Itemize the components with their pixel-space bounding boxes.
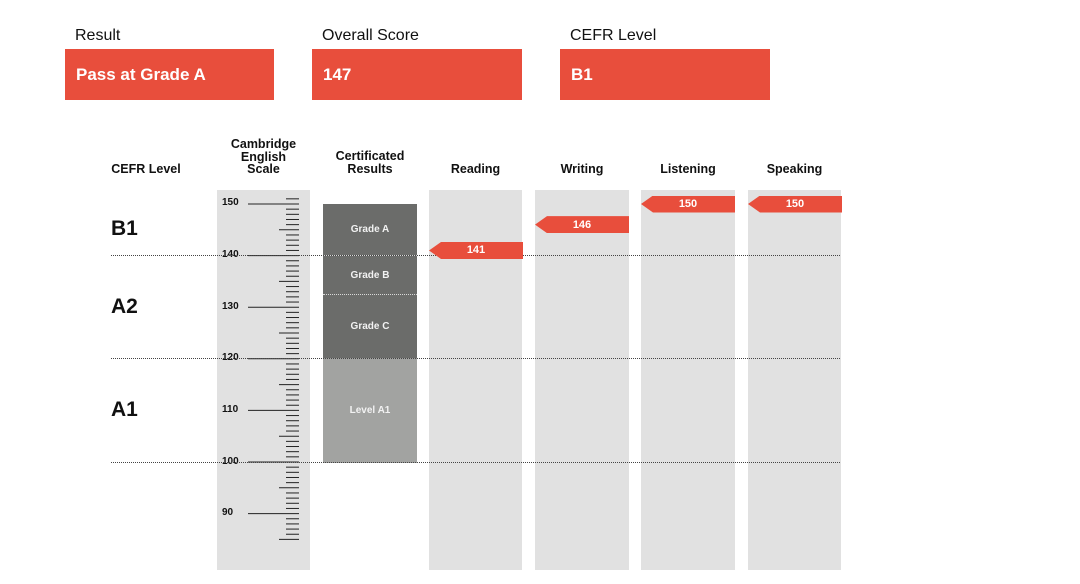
header-certificated-line2: Results — [347, 161, 393, 176]
tick-label-150: 150 — [222, 197, 239, 208]
listening-score-marker: 150 — [641, 195, 735, 213]
header-speaking: Speaking — [766, 162, 823, 176]
grade-b-block: Grade B — [323, 255, 417, 295]
header-cambridge-scale-line2: English — [240, 149, 287, 164]
cefr-label-a1: A1 — [111, 398, 138, 421]
cefr-label-b1: B1 — [111, 217, 138, 240]
grade-c-block: Grade C — [323, 295, 417, 358]
tick-label-100: 100 — [222, 456, 239, 467]
tick-label-120: 120 — [222, 352, 239, 363]
header-cefr-level: CEFR Level — [111, 162, 181, 176]
listening-column — [641, 190, 735, 570]
result-label: Result — [75, 27, 121, 44]
speaking-score-marker: 150 — [748, 195, 842, 213]
grade-a-block: Grade A — [323, 204, 417, 255]
header-listening: Listening — [660, 162, 716, 176]
header-certificated-results: Certificated Results — [323, 150, 417, 175]
cefr-boundary-a1-below — [111, 462, 840, 463]
speaking-column — [748, 190, 841, 570]
header-reading: Reading — [450, 162, 501, 176]
scale-column — [217, 190, 310, 570]
overall-score-value-box: 147 — [312, 49, 522, 100]
result-value-box: Pass at Grade A — [65, 49, 274, 100]
writing-column — [535, 190, 629, 570]
overall-score-label: Overall Score — [322, 27, 419, 44]
header-cambridge-scale-line3: Scale — [247, 162, 280, 176]
writing-score-marker: 146 — [535, 216, 629, 234]
reading-score-marker: 141 — [429, 241, 523, 259]
cefr-label-a2: A2 — [111, 295, 138, 318]
cefr-boundary-a2-a1 — [111, 358, 840, 359]
header-cambridge-scale: Cambridge English Scale — [217, 138, 310, 176]
tick-label-140: 140 — [222, 249, 239, 260]
header-certificated-line1: Certificated — [335, 149, 405, 163]
cefr-level-label: CEFR Level — [570, 27, 657, 44]
tick-label-110: 110 — [222, 404, 239, 415]
tick-label-90: 90 — [222, 507, 234, 518]
level-a1-block: Level A1 — [323, 358, 417, 463]
tick-label-130: 130 — [222, 301, 239, 312]
grade-divider — [323, 294, 417, 295]
header-writing: Writing — [560, 162, 604, 176]
cefr-level-value-box: B1 — [560, 49, 770, 100]
header-cambridge-scale-line1: Cambridge — [230, 137, 297, 151]
